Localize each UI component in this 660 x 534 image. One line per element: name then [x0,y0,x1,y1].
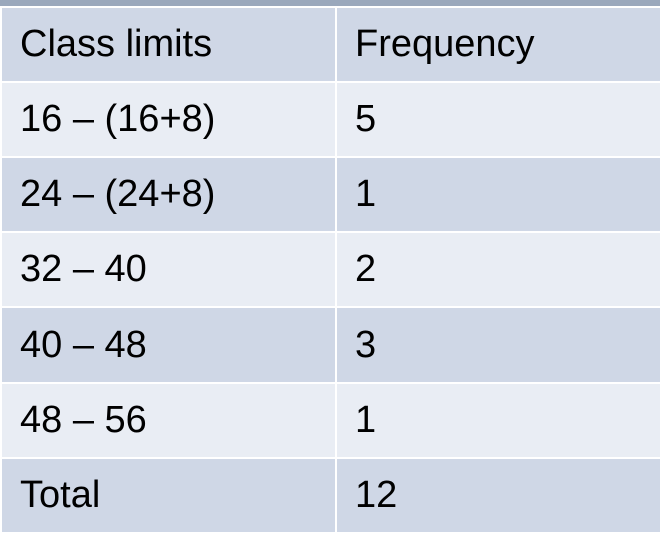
frequency-cell: 1 [335,156,660,234]
table-row: 24 – (24+8) 1 [0,156,660,234]
table-row: 32 – 40 2 [0,231,660,309]
class-limits-cell: 48 – 56 [0,381,337,459]
frequency-cell: 5 [335,80,660,159]
header-class-limits: Class limits [0,6,337,83]
frequency-cell: 2 [335,231,660,309]
frequency-cell: 3 [335,306,660,384]
class-limits-cell: 32 – 40 [0,231,337,309]
table-row: 40 – 48 3 [0,306,660,384]
total-frequency-cell: 12 [335,456,660,534]
class-limits-cell: 24 – (24+8) [0,156,337,234]
frequency-table: Class limits Frequency 16 – (16+8) 5 24 … [0,6,660,534]
table-header-row: Class limits Frequency [0,6,660,83]
header-frequency: Frequency [335,6,660,83]
class-limits-cell: 40 – 48 [0,306,337,384]
table-row: 16 – (16+8) 5 [0,80,660,159]
table-row-total: Total 12 [0,456,660,534]
total-label-cell: Total [0,456,337,534]
table-row: 48 – 56 1 [0,381,660,459]
frequency-cell: 1 [335,381,660,459]
class-limits-cell: 16 – (16+8) [0,80,337,159]
